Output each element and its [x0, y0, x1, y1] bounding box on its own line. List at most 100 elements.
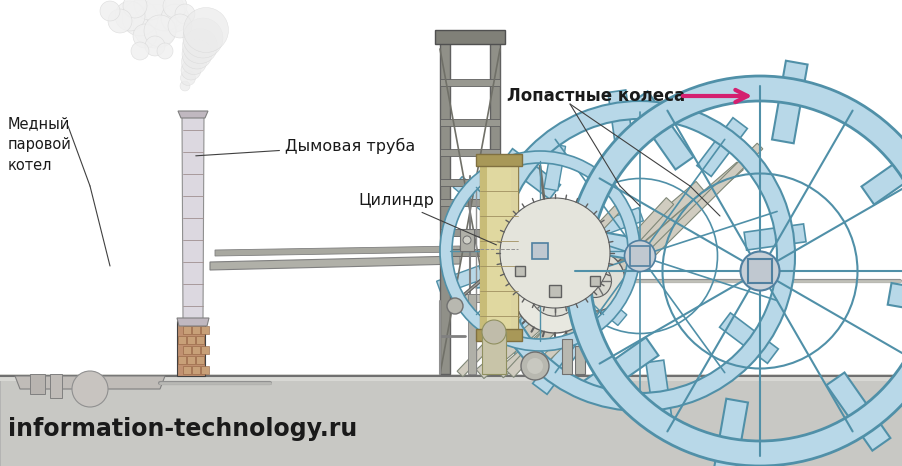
Circle shape: [143, 15, 176, 47]
Bar: [467, 294, 475, 374]
Circle shape: [115, 1, 145, 31]
Bar: [514, 266, 524, 276]
Polygon shape: [215, 246, 459, 256]
Circle shape: [578, 265, 611, 297]
Bar: [192, 346, 199, 354]
Bar: [629, 91, 693, 170]
Bar: [712, 399, 747, 466]
Circle shape: [520, 352, 548, 380]
Polygon shape: [527, 143, 762, 377]
Circle shape: [521, 230, 538, 246]
Circle shape: [546, 282, 563, 299]
Bar: [743, 224, 805, 250]
Bar: [439, 199, 500, 206]
Circle shape: [161, 4, 189, 32]
Circle shape: [145, 36, 165, 56]
Bar: [719, 313, 778, 363]
Polygon shape: [449, 234, 532, 308]
Bar: [439, 119, 500, 126]
Bar: [502, 149, 560, 199]
Bar: [532, 336, 583, 394]
Circle shape: [512, 249, 596, 333]
Circle shape: [133, 4, 177, 48]
Bar: [475, 154, 521, 166]
Circle shape: [529, 266, 580, 316]
Bar: [459, 229, 474, 251]
Bar: [480, 161, 518, 336]
Bar: [30, 374, 45, 394]
Bar: [201, 366, 208, 374]
Bar: [561, 339, 571, 374]
Bar: [439, 179, 500, 186]
Circle shape: [163, 0, 187, 18]
Text: Дымовая труба: Дымовая труба: [196, 138, 415, 156]
Circle shape: [497, 249, 541, 293]
Bar: [549, 223, 631, 259]
Circle shape: [131, 42, 149, 60]
Bar: [187, 356, 195, 364]
Text: information-technology.ru: information-technology.ru: [8, 417, 357, 441]
Circle shape: [624, 240, 655, 272]
Bar: [453, 177, 496, 216]
Circle shape: [108, 9, 132, 33]
Circle shape: [740, 252, 778, 290]
Bar: [575, 346, 584, 374]
Bar: [201, 326, 208, 334]
Bar: [187, 336, 195, 344]
Bar: [475, 329, 521, 341]
Text: Медный
паровой
котел: Медный паровой котел: [8, 116, 72, 173]
Circle shape: [181, 49, 207, 75]
Polygon shape: [0, 374, 902, 381]
Bar: [630, 246, 649, 266]
Bar: [595, 208, 643, 236]
Bar: [439, 149, 500, 156]
Bar: [201, 346, 208, 354]
Bar: [192, 366, 199, 374]
Circle shape: [168, 14, 192, 38]
Bar: [825, 372, 889, 451]
Bar: [183, 346, 191, 354]
Circle shape: [157, 43, 173, 59]
Bar: [543, 144, 565, 191]
Circle shape: [133, 0, 166, 20]
Bar: [439, 34, 449, 374]
Bar: [482, 332, 505, 374]
Bar: [607, 90, 633, 152]
Polygon shape: [475, 181, 704, 378]
Polygon shape: [177, 318, 208, 326]
Circle shape: [463, 236, 471, 244]
Bar: [177, 321, 205, 376]
Circle shape: [500, 198, 610, 308]
Bar: [490, 34, 500, 374]
Bar: [747, 259, 771, 283]
Bar: [474, 262, 535, 288]
Polygon shape: [210, 256, 459, 270]
Circle shape: [182, 28, 217, 63]
Circle shape: [123, 0, 147, 18]
Circle shape: [565, 251, 624, 311]
Bar: [589, 276, 599, 286]
Bar: [183, 326, 191, 334]
Circle shape: [100, 1, 120, 21]
Polygon shape: [506, 198, 673, 377]
Circle shape: [183, 7, 228, 53]
Circle shape: [72, 371, 108, 407]
Circle shape: [179, 81, 189, 91]
Bar: [436, 266, 483, 295]
Bar: [548, 285, 560, 297]
Bar: [439, 249, 500, 256]
Circle shape: [122, 0, 158, 36]
Bar: [439, 229, 500, 236]
Polygon shape: [0, 376, 902, 466]
Circle shape: [182, 39, 212, 69]
Text: Цилиндр: Цилиндр: [357, 193, 496, 245]
Bar: [178, 356, 186, 364]
Bar: [192, 326, 199, 334]
Bar: [196, 336, 204, 344]
Polygon shape: [496, 162, 742, 378]
Bar: [645, 360, 671, 422]
Text: Лопастные колеса: Лопастные колеса: [506, 87, 685, 105]
Bar: [435, 30, 504, 44]
Circle shape: [527, 358, 542, 374]
Bar: [480, 161, 486, 336]
